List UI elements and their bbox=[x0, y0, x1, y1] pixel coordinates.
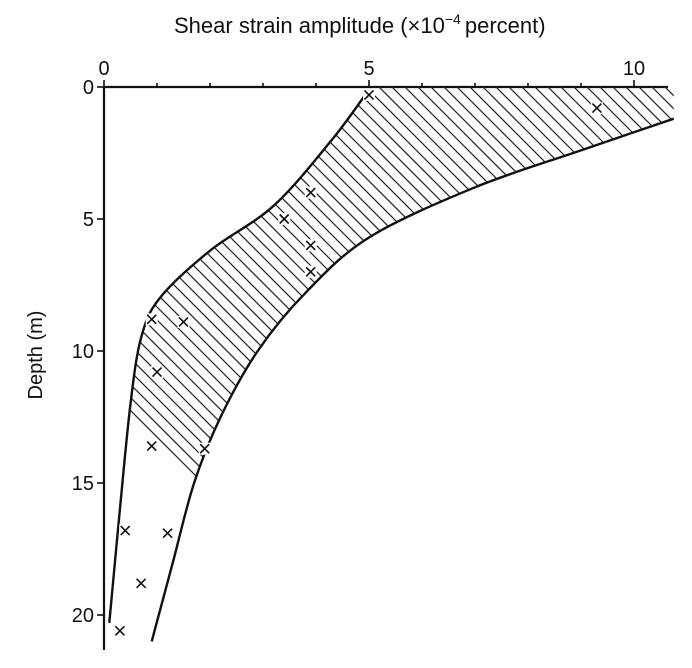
hatch-line bbox=[546, 87, 674, 642]
y-tick-label: 0 bbox=[83, 77, 94, 99]
data-point bbox=[135, 577, 148, 590]
data-point bbox=[119, 524, 132, 537]
hatch-line bbox=[109, 87, 531, 642]
data-point bbox=[304, 265, 317, 278]
hatch-line bbox=[109, 87, 479, 642]
hatch-line bbox=[234, 87, 674, 642]
data-point bbox=[363, 88, 375, 101]
hatch-line bbox=[109, 87, 570, 642]
hatch-line bbox=[109, 87, 622, 642]
hatch-line bbox=[637, 87, 674, 642]
hatch-line bbox=[109, 87, 544, 642]
hatch-line bbox=[494, 87, 674, 642]
hatch-line bbox=[533, 87, 674, 642]
hatch-line bbox=[312, 87, 674, 642]
hatch-line bbox=[109, 87, 440, 642]
data-point bbox=[145, 313, 158, 326]
y-tick-label: 20 bbox=[72, 605, 94, 627]
data-point bbox=[145, 440, 158, 453]
hatch-line bbox=[677, 60, 692, 668]
hatch-line bbox=[109, 87, 427, 642]
hatch-line bbox=[377, 87, 674, 642]
hatch-line bbox=[442, 87, 674, 642]
hatch-line bbox=[624, 87, 674, 642]
hatch-line bbox=[611, 87, 674, 642]
band-left-boundary bbox=[108, 88, 370, 624]
data-point bbox=[198, 442, 211, 455]
hatch-line bbox=[650, 87, 674, 642]
data-point bbox=[304, 186, 317, 199]
hatch-line bbox=[109, 87, 674, 642]
band-right-boundary bbox=[150, 117, 675, 642]
data-point bbox=[177, 315, 190, 328]
x-tick-label: 0 bbox=[98, 58, 109, 80]
hatch-line bbox=[481, 87, 674, 642]
hatch-line bbox=[109, 87, 466, 642]
hatch-line bbox=[416, 87, 674, 642]
hatch-line bbox=[109, 87, 674, 642]
hatch-line bbox=[286, 87, 674, 642]
hatch-line bbox=[109, 87, 505, 642]
hatch-line bbox=[598, 87, 674, 642]
y-tick-label: 10 bbox=[72, 341, 94, 363]
hatch-line bbox=[507, 87, 674, 642]
hatch-line bbox=[130, 87, 674, 642]
hatch-line bbox=[390, 87, 674, 642]
data-point bbox=[590, 102, 603, 115]
hatch-line bbox=[156, 87, 674, 642]
data-point bbox=[304, 239, 317, 252]
chart-title: Shear strain amplitude (×10−4 percent) bbox=[174, 11, 546, 38]
hatch-line bbox=[208, 87, 674, 642]
chart-title-tail: percent) bbox=[465, 13, 546, 38]
hatch-line bbox=[109, 87, 648, 642]
y-ticks: 0 5 10 15 20 bbox=[72, 77, 104, 627]
hatch-line bbox=[109, 87, 414, 642]
chart-title-main: Shear strain amplitude (×10 bbox=[174, 13, 445, 38]
hatch-line bbox=[663, 87, 674, 642]
x-tick-label: 5 bbox=[363, 58, 374, 80]
hatch-line bbox=[182, 87, 674, 642]
x-tick-label: 10 bbox=[623, 58, 645, 80]
hatch-line bbox=[572, 87, 674, 642]
hatch-line bbox=[109, 87, 453, 642]
band-boundaries bbox=[108, 88, 675, 642]
hatch-line bbox=[585, 87, 674, 642]
data-point bbox=[113, 624, 126, 637]
y-tick-label: 5 bbox=[83, 209, 94, 231]
y-axis-label: Depth (m) bbox=[25, 311, 47, 400]
chart-title-superscript: −4 bbox=[445, 11, 461, 27]
y-tick-label: 15 bbox=[72, 473, 94, 495]
data-points bbox=[113, 88, 603, 637]
data-point bbox=[151, 366, 163, 379]
hatch-line bbox=[109, 87, 674, 642]
hatch-line bbox=[364, 87, 674, 642]
hatch-line bbox=[429, 87, 674, 642]
hatch-line bbox=[109, 87, 518, 642]
hatch-line bbox=[403, 87, 674, 642]
hatch-line bbox=[109, 87, 661, 642]
x-ticks: 0 5 10 bbox=[98, 58, 645, 87]
hatch-line bbox=[109, 87, 557, 642]
data-point bbox=[278, 213, 291, 225]
hatch-line bbox=[109, 87, 609, 642]
data-point bbox=[161, 527, 174, 540]
hatch-line bbox=[109, 87, 596, 642]
